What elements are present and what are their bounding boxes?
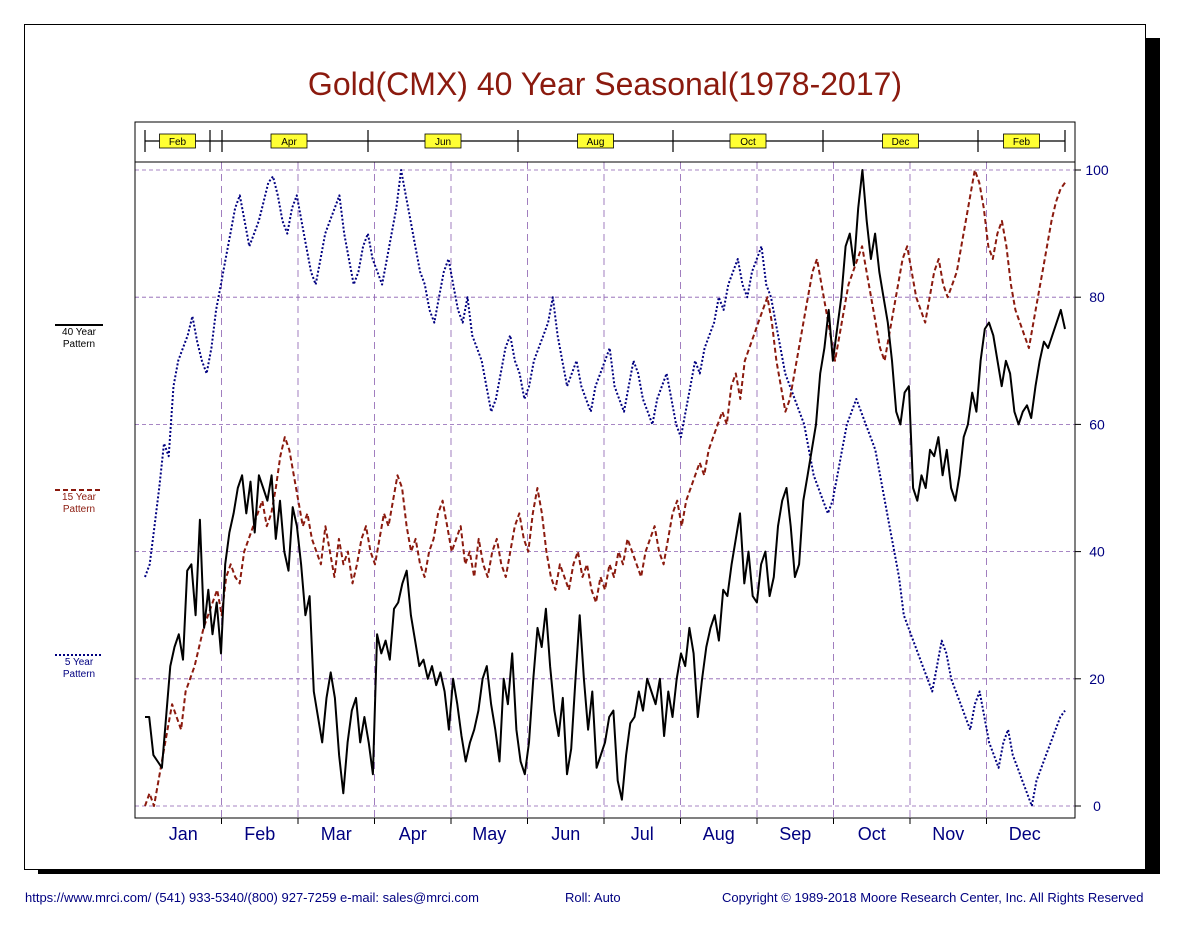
footer-roll: Roll: Auto bbox=[565, 890, 621, 905]
band-label: Feb bbox=[1013, 137, 1031, 148]
y-tick-label: 20 bbox=[1089, 671, 1105, 687]
x-month-label: Jul bbox=[631, 824, 654, 844]
series-line-dotted bbox=[144, 169, 1066, 807]
band-label-box bbox=[1003, 133, 1040, 149]
legend-label: Pattern bbox=[63, 504, 95, 515]
series-layer bbox=[144, 169, 1066, 807]
legend-label: 40 Year bbox=[62, 327, 97, 338]
chart-title: Gold(CMX) 40 Year Seasonal(1978-2017) bbox=[308, 66, 902, 102]
contract-band: Feb Apr Jun Aug Oct Dec Feb bbox=[144, 130, 1066, 152]
band-label-box bbox=[270, 133, 308, 149]
x-month-label: Feb bbox=[244, 824, 275, 844]
band-label-box bbox=[729, 133, 767, 149]
legend-label: Pattern bbox=[63, 669, 95, 680]
y-tick-label: 0 bbox=[1093, 798, 1101, 814]
y-tick-label: 60 bbox=[1089, 416, 1105, 432]
x-month-label: Apr bbox=[399, 824, 427, 844]
footer-copyright: Copyright © 1989-2018 Moore Research Cen… bbox=[722, 890, 1144, 905]
band-label: Feb bbox=[169, 137, 187, 148]
x-month-label: Jan bbox=[169, 824, 198, 844]
band-label: Oct bbox=[740, 137, 756, 148]
band-label: Aug bbox=[587, 137, 605, 148]
x-month-label: Dec bbox=[1009, 824, 1041, 844]
x-month-label: Mar bbox=[321, 824, 352, 844]
legend-label: 5 Year bbox=[65, 657, 94, 668]
chart-frame bbox=[24, 24, 1146, 870]
series-line-dashed bbox=[144, 169, 1066, 807]
legend-label: Pattern bbox=[63, 339, 95, 350]
y-tick-label: 40 bbox=[1089, 544, 1105, 560]
footer-contact: https://www.mrci.com/ (541) 933-5340/(80… bbox=[25, 890, 479, 905]
x-month-label: Nov bbox=[932, 824, 964, 844]
x-month-label: May bbox=[472, 824, 506, 844]
band-label: Jun bbox=[435, 137, 451, 148]
band-label-box bbox=[577, 133, 614, 149]
x-month-label: Sep bbox=[779, 824, 811, 844]
band-label-box bbox=[159, 133, 196, 149]
y-tick-label: 80 bbox=[1089, 289, 1105, 305]
x-month-label: Jun bbox=[551, 824, 580, 844]
series-line-solid bbox=[145, 169, 1066, 801]
grid-layer bbox=[135, 162, 1075, 818]
band-label: Apr bbox=[281, 137, 297, 148]
plot-border bbox=[134, 161, 1076, 819]
y-tick-label: 100 bbox=[1085, 162, 1109, 178]
band-border bbox=[134, 121, 1076, 163]
axes-layer: 0 20 40 60 80 100 Jan Feb Mar Apr May Jun Jul Aug Sep O… bbox=[134, 121, 1109, 844]
band-label-box bbox=[424, 133, 462, 149]
band-label: Dec bbox=[892, 137, 910, 148]
legend-label: 15 Year bbox=[62, 492, 97, 503]
band-label-box bbox=[882, 133, 919, 149]
x-month-label: Oct bbox=[858, 824, 886, 844]
x-month-label: Aug bbox=[703, 824, 735, 844]
